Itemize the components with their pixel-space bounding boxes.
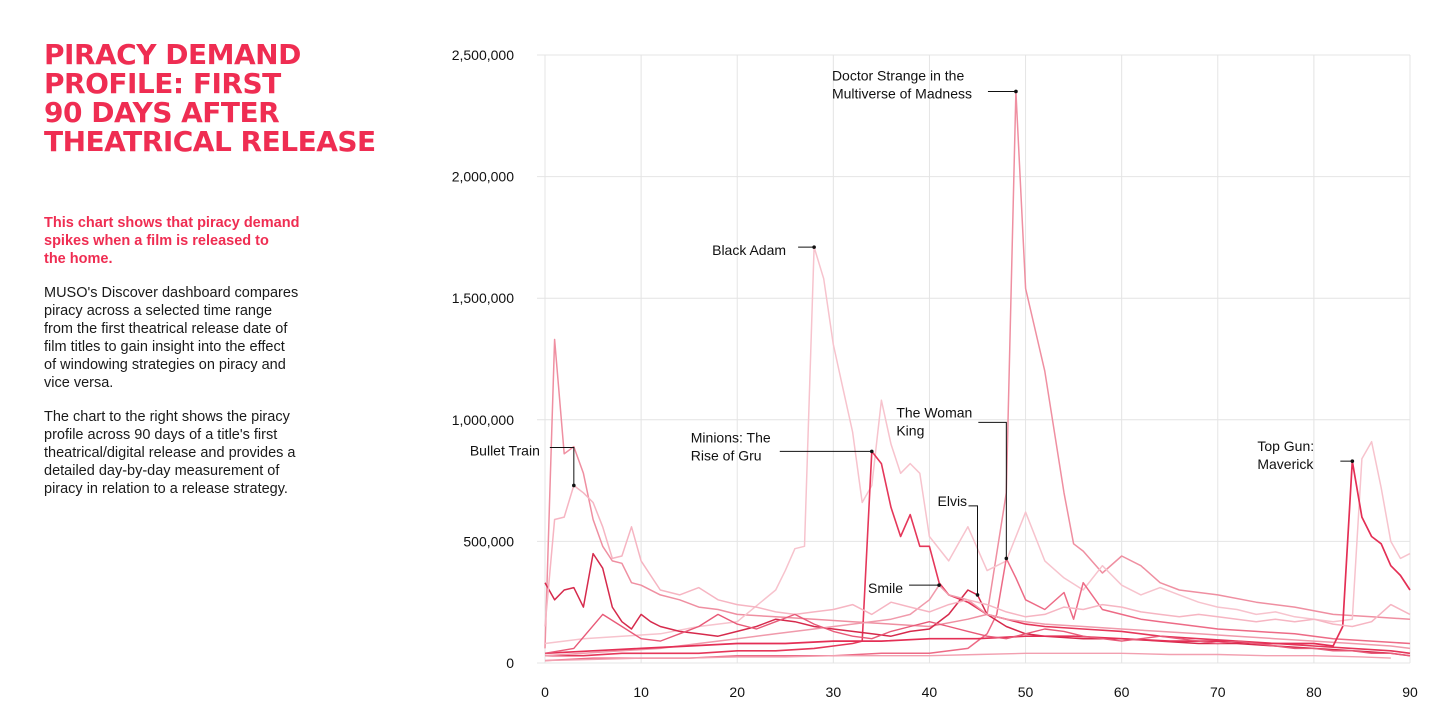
annotation-marker: [572, 483, 576, 488]
description-paragraph-1: MUSO's Discover dashboard compares pirac…: [44, 284, 334, 392]
chart-annotations: Doctor Strange in the Multiverse of Madne…: [470, 67, 1355, 597]
annotation-leader: [549, 446, 575, 486]
para-line: profile across 90 days of a title's firs…: [44, 427, 278, 443]
x-tick-label: 20: [729, 684, 745, 700]
title-line: THEATRICAL RELEASE: [44, 125, 376, 158]
series-line: [544, 484, 1411, 628]
para-line: piracy in relation to a release strategy…: [44, 481, 288, 497]
para-line: MUSO's Discover dashboard compares: [44, 285, 299, 301]
y-tick-label: 0: [506, 655, 514, 671]
annotation-marker: [812, 245, 816, 249]
para-line: from the first theatrical release date o…: [44, 321, 288, 337]
chart-series: [544, 90, 1411, 662]
x-tick-label: 80: [1306, 684, 1322, 700]
annotation-marker: [1004, 556, 1009, 561]
annotation-label: Doctor Strange in the: [832, 67, 965, 83]
annotation-label: Bullet Train: [470, 442, 540, 458]
para-line: detailed day-by-day measurement of: [44, 463, 280, 479]
x-tick-label: 30: [826, 684, 842, 700]
piracy-line-chart: Doctor Strange in the Multiverse of Madne…: [452, 47, 1418, 700]
x-tick-label: 70: [1210, 684, 1226, 700]
lead-line: This chart shows that piracy demand: [44, 215, 300, 231]
title-line: PIRACY DEMAND: [44, 38, 301, 71]
annotation-marker: [869, 449, 874, 454]
chart-grid: [537, 54, 1411, 664]
series-line: [544, 246, 1411, 645]
x-tick-label: 10: [633, 684, 649, 700]
y-tick-label: 500,000: [463, 533, 514, 549]
text-panel: PIRACY DEMAND PROFILE: FIRST 90 DAYS AFT…: [44, 40, 404, 498]
para-line: piracy across a selected time range: [44, 303, 273, 319]
lead-line: spikes when a film is released to: [44, 233, 269, 249]
para-line: of windowing strategies on piracy and: [44, 357, 286, 373]
annotation-leader: [968, 505, 978, 595]
x-tick-label: 50: [1018, 684, 1034, 700]
annotation-marker: [1014, 89, 1018, 94]
x-tick-label: 90: [1402, 684, 1418, 700]
annotation-label: Elvis: [938, 493, 968, 509]
y-tick-label: 1,000,000: [452, 412, 514, 428]
annotation-marker: [975, 593, 980, 597]
series-line: [545, 450, 1411, 657]
x-tick-label: 0: [541, 684, 549, 700]
x-tick-label: 60: [1114, 684, 1130, 700]
page-title: PIRACY DEMAND PROFILE: FIRST 90 DAYS AFT…: [44, 40, 404, 156]
lead-line: the home.: [44, 251, 113, 267]
series-line: [544, 90, 1411, 649]
para-line: theatrical/digital release and provides …: [44, 445, 296, 461]
title-line: 90 DAYS AFTER: [44, 96, 280, 129]
annotation-marker: [1350, 459, 1355, 463]
y-tick-label: 2,000,000: [452, 169, 514, 185]
series-line: [544, 460, 1411, 655]
annotation-label: King: [896, 422, 924, 438]
annotation-label: Black Adam: [712, 242, 786, 258]
annotation-label: Multiverse of Madness: [832, 85, 972, 101]
para-line: The chart to the right shows the piracy: [44, 409, 290, 425]
annotation-leader: [978, 421, 1007, 559]
series-line: [544, 652, 1391, 662]
series-line: [544, 557, 1411, 662]
annotation-label: Rise of Gru: [691, 447, 762, 463]
x-tick-label: 40: [922, 684, 938, 700]
annotation-label: Smile: [868, 580, 903, 596]
annotation-label: Maverick: [1257, 456, 1314, 472]
series-line: [544, 613, 1411, 657]
description-paragraph-2: The chart to the right shows the piracy …: [44, 408, 334, 498]
y-tick-label: 2,500,000: [452, 47, 514, 63]
annotation-marker: [937, 583, 941, 587]
para-line: film titles to gain insight into the eff…: [44, 339, 285, 355]
annotation-label: The Woman: [896, 404, 972, 420]
annotation-label: Top Gun:: [1257, 438, 1314, 454]
chart-ticks: 0 10 20 30 40 50 60 70 80 90 0 500,000 1,000,000 1,50…: [452, 47, 1418, 700]
lead-text: This chart shows that piracy demand spik…: [44, 214, 334, 268]
para-line: vice versa.: [44, 375, 114, 391]
y-tick-label: 1,500,000: [452, 290, 514, 306]
title-line: PROFILE: FIRST: [44, 67, 281, 100]
annotation-label: Minions: The: [691, 429, 771, 445]
